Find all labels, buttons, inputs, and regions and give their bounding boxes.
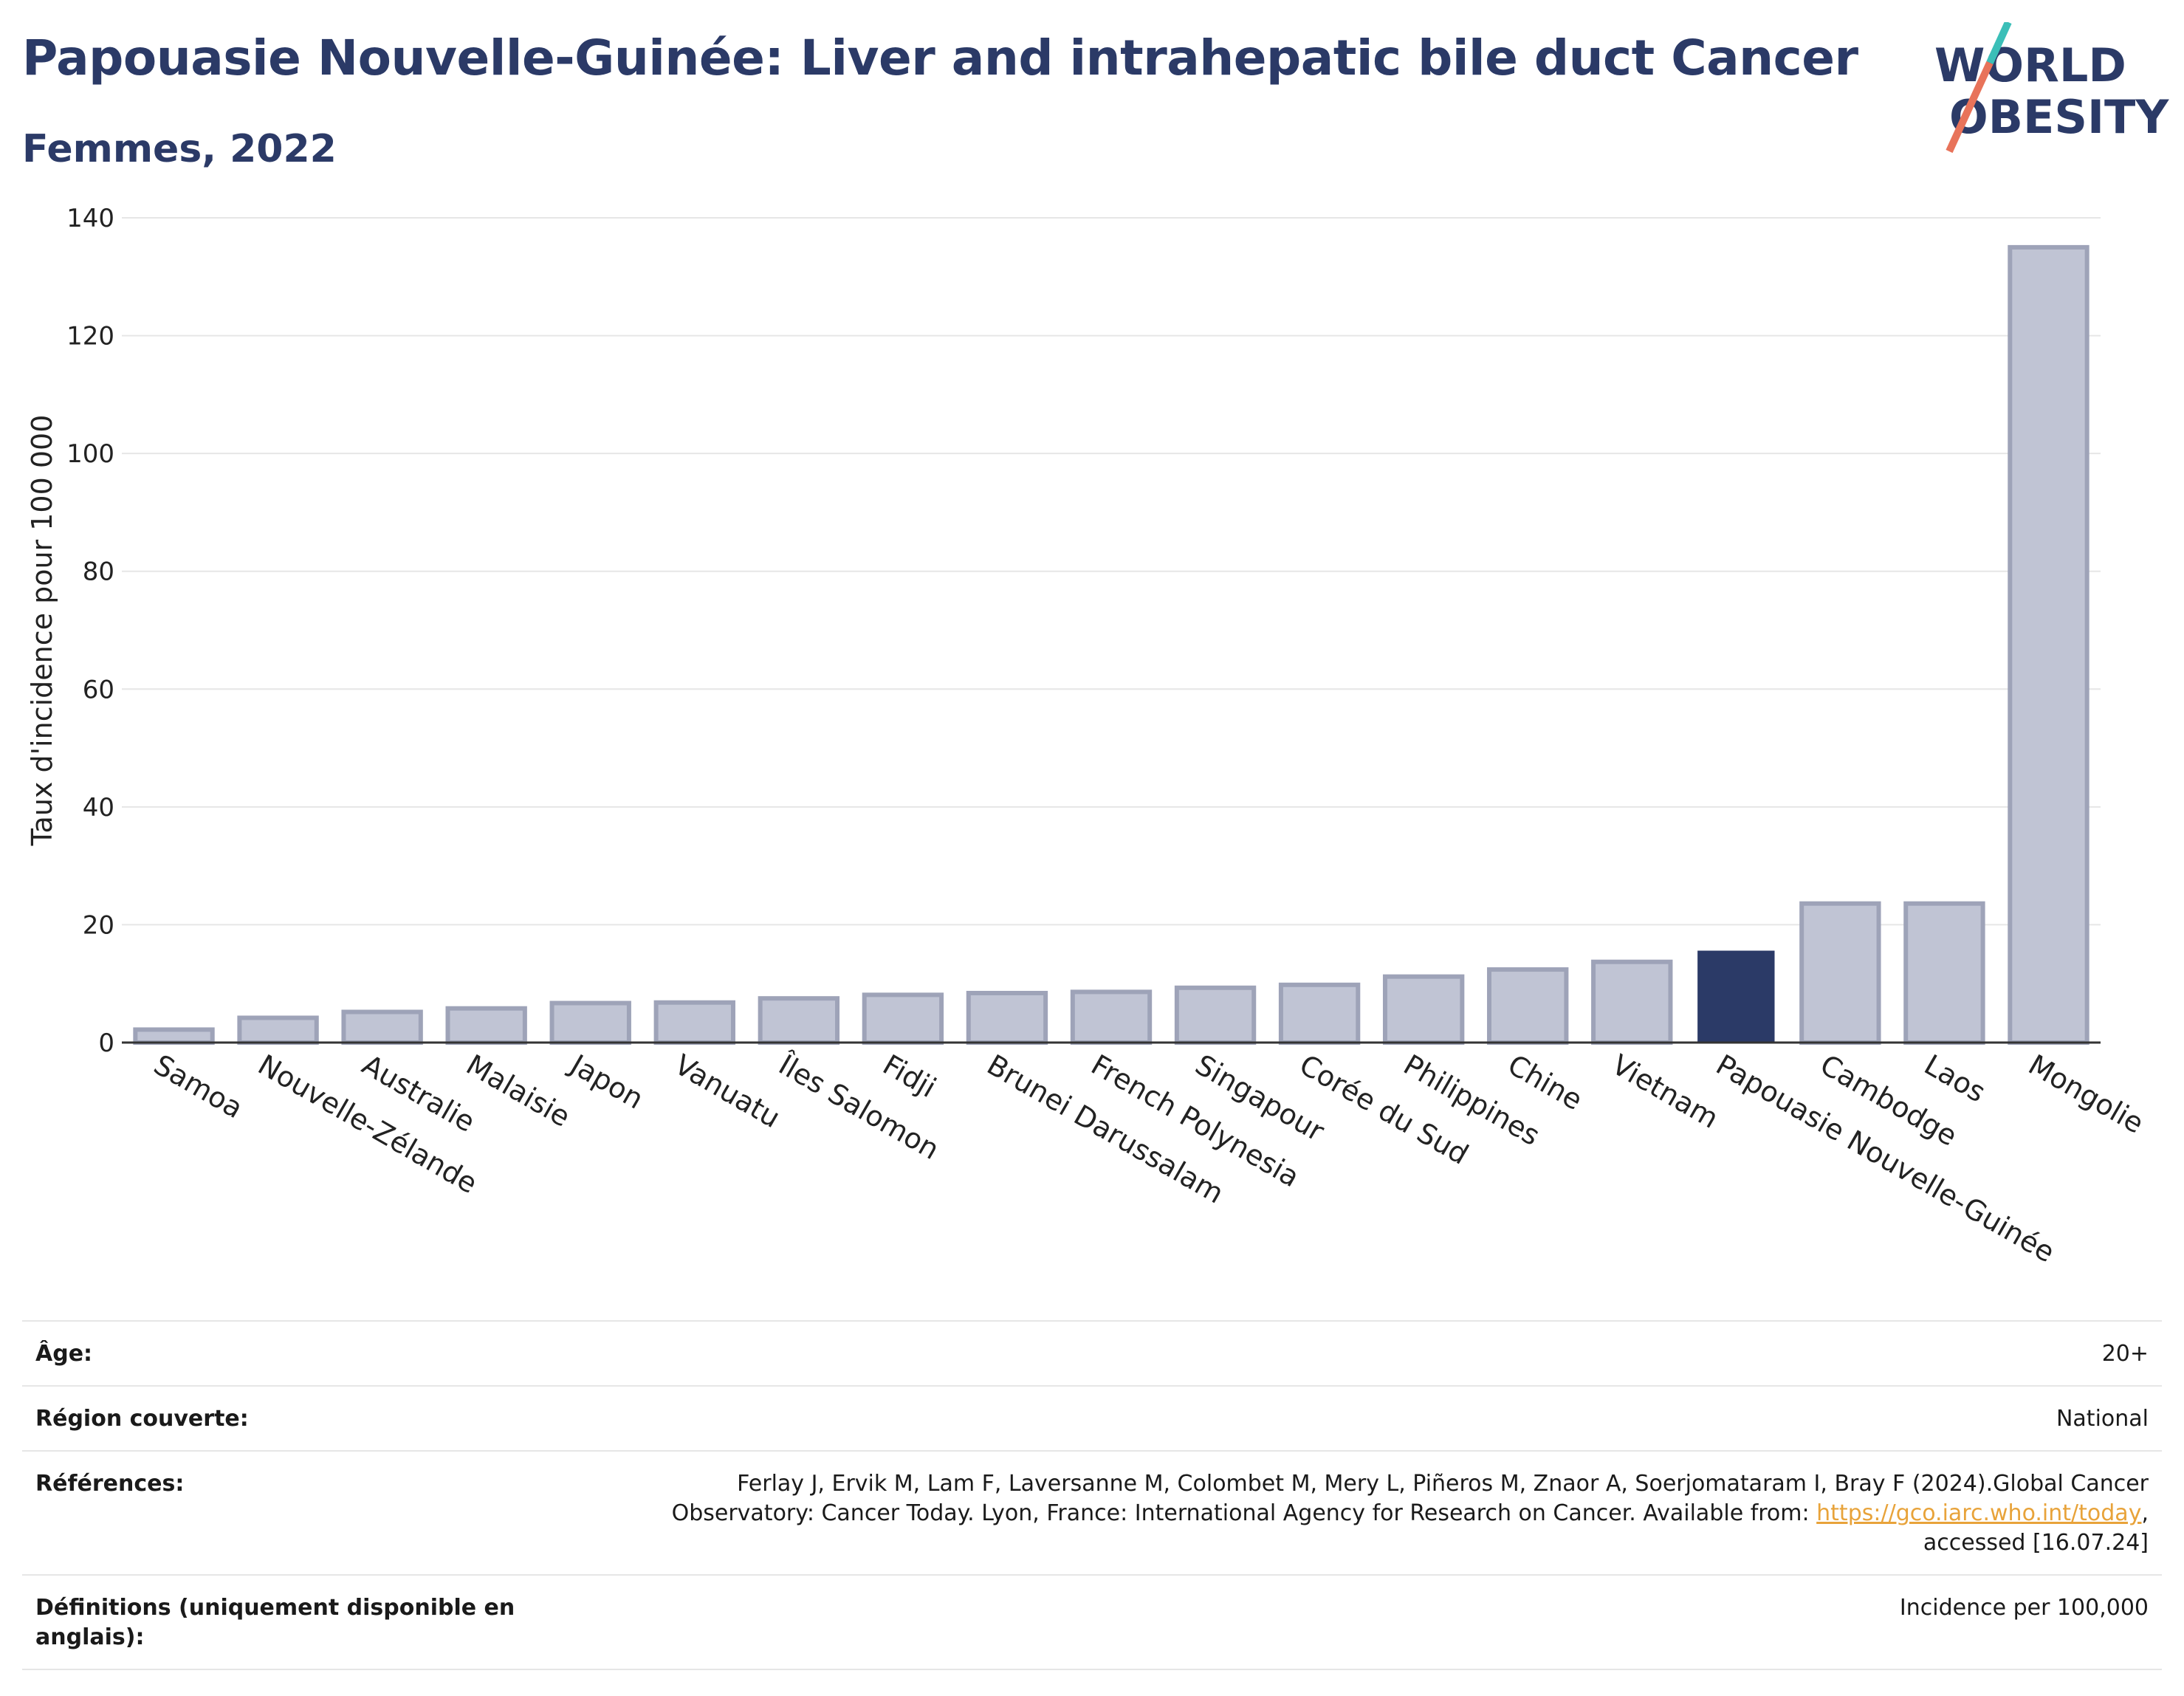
meta-label-age: Âge: (35, 1341, 93, 1367)
bar-chart: 0 20 40 60 80 100 120 140 Taux d'incidence pour … (26, 204, 2149, 1268)
meta-label-definitions: Définitions (uniquement disponible en an… (35, 1595, 515, 1650)
meta-value-age: 20+ (2101, 1341, 2149, 1367)
bar (445, 1006, 527, 1045)
references-accessed: , accessed [16.07.24] (1923, 1500, 2149, 1556)
y-axis-label: Taux d'incidence pour 100 000 (26, 415, 58, 847)
x-tick-label: Vanuatu (669, 1048, 786, 1134)
bar (1278, 982, 1361, 1046)
x-tick-label: Laos (1919, 1048, 1991, 1109)
x-tick-label: Fidji (877, 1048, 941, 1105)
x-tick-label: Mongolie (2023, 1048, 2149, 1140)
y-tick-label: 40 (83, 793, 114, 823)
y-tick-label: 60 (83, 675, 114, 704)
bar (653, 1000, 735, 1046)
meta-value-definitions: Incidence per 100,000 (1899, 1595, 2149, 1621)
bar (1487, 967, 1569, 1045)
logo-text-line1: WORLD (1934, 38, 2126, 92)
meta-label-references: Références: (35, 1471, 185, 1497)
y-tick-label: 0 (98, 1029, 114, 1058)
y-tick-label: 20 (83, 910, 114, 940)
y-tick-label: 80 (83, 557, 114, 587)
meta-row-references: Références: Ferlay J, Ervik M, Lam F, La… (22, 1450, 2162, 1574)
y-tick-label: 140 (66, 204, 114, 233)
meta-row-region: Région couverte: National (22, 1385, 2162, 1450)
meta-value-region: National (2056, 1406, 2149, 1432)
bar (1070, 989, 1153, 1045)
bar (862, 992, 944, 1045)
bar (758, 996, 840, 1046)
bar (1903, 901, 1985, 1045)
x-tick-label: Vietnam (1607, 1048, 1724, 1135)
world-obesity-logo: WORLD OBESITY (1934, 22, 2169, 154)
bar (549, 1000, 631, 1046)
bar (237, 1015, 319, 1045)
y-tick-label: 100 (66, 439, 114, 469)
logo-slash-coral (1946, 61, 1994, 154)
bar (1591, 959, 1673, 1046)
meta-value-references: Ferlay J, Ervik M, Lam F, Laversanne M, … (598, 1469, 2149, 1558)
bar (341, 1009, 423, 1046)
meta-row-definitions: Définitions (uniquement disponible en an… (22, 1574, 2162, 1670)
references-link[interactable]: https://gco.iarc.who.int/today (1816, 1500, 2142, 1526)
metadata-table: Âge: 20+ Région couverte: National Référ… (22, 1320, 2162, 1670)
bar-highlighted (1697, 950, 1775, 1043)
logo-text-line2: OBESITY (1949, 90, 2169, 144)
x-tick-label: Japon (564, 1048, 649, 1116)
chart-subtitle: Femmes, 2022 (22, 127, 337, 171)
meta-label-region: Région couverte: (35, 1406, 249, 1432)
bar (1799, 901, 1881, 1045)
bar (133, 1027, 215, 1045)
y-tick-label: 120 (66, 322, 114, 351)
logo-slash-teal (1986, 22, 2012, 65)
chart-title: Papouasie Nouvelle-Guinée: Liver and int… (22, 30, 1858, 86)
bar (1382, 974, 1465, 1046)
x-tick-label: Samoa (148, 1048, 248, 1125)
bar (1174, 985, 1257, 1046)
bar (2008, 244, 2089, 1046)
x-tick-label: Malaisie (461, 1048, 576, 1133)
references-text: Ferlay J, Ervik M, Lam F, Laversanne M, … (671, 1471, 2149, 1526)
bar (966, 990, 1048, 1045)
meta-row-age: Âge: 20+ (22, 1320, 2162, 1385)
